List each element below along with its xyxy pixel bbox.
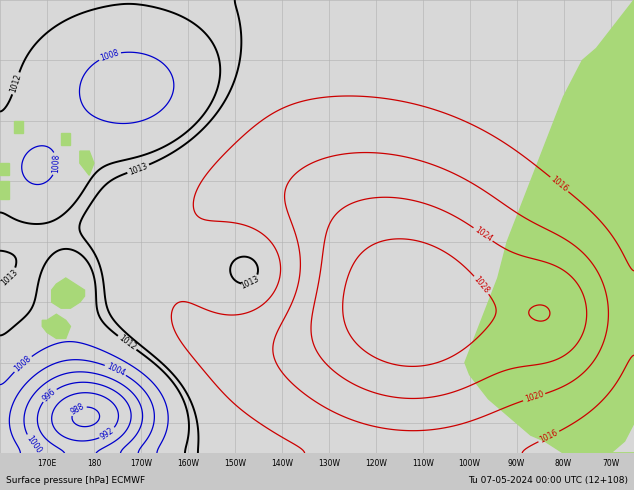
Text: Tu 07-05-2024 00:00 UTC (12+108): Tu 07-05-2024 00:00 UTC (12+108) <box>468 476 628 485</box>
Text: 988: 988 <box>69 402 86 416</box>
Text: 180: 180 <box>87 459 101 468</box>
Text: 992: 992 <box>99 426 116 441</box>
Polygon shape <box>51 278 84 308</box>
Text: 1008: 1008 <box>99 48 120 63</box>
Text: 996: 996 <box>41 387 58 403</box>
Text: 170E: 170E <box>37 459 56 468</box>
Text: 70W: 70W <box>602 459 619 468</box>
Text: 1000: 1000 <box>25 434 43 455</box>
Text: 1008: 1008 <box>51 154 61 173</box>
Text: 160W: 160W <box>177 459 199 468</box>
Text: 1012: 1012 <box>117 334 138 352</box>
Text: 1012: 1012 <box>9 73 23 94</box>
Text: 110W: 110W <box>411 459 434 468</box>
Text: 1020: 1020 <box>524 390 545 404</box>
Text: 90W: 90W <box>508 459 525 468</box>
Text: 1013: 1013 <box>0 268 19 287</box>
Text: 170W: 170W <box>130 459 152 468</box>
Text: Surface pressure [hPa] ECMWF: Surface pressure [hPa] ECMWF <box>6 476 145 485</box>
Text: 1028: 1028 <box>472 275 491 295</box>
Text: 120W: 120W <box>365 459 387 468</box>
Text: 1013: 1013 <box>127 161 149 176</box>
Text: 80W: 80W <box>555 459 572 468</box>
Polygon shape <box>465 0 634 453</box>
Text: 1016: 1016 <box>549 175 569 194</box>
Polygon shape <box>61 133 70 145</box>
Text: 1016: 1016 <box>538 428 559 445</box>
Text: 100W: 100W <box>458 459 481 468</box>
Polygon shape <box>0 181 10 199</box>
Text: 130W: 130W <box>318 459 340 468</box>
Polygon shape <box>14 121 23 133</box>
Text: 1013: 1013 <box>239 274 260 291</box>
Text: 1008: 1008 <box>13 354 33 373</box>
Text: 1024: 1024 <box>472 225 493 244</box>
Polygon shape <box>0 163 10 175</box>
Text: 140W: 140W <box>271 459 293 468</box>
Text: 150W: 150W <box>224 459 246 468</box>
Polygon shape <box>42 314 70 339</box>
Text: 1004: 1004 <box>105 362 126 378</box>
Polygon shape <box>80 151 94 175</box>
